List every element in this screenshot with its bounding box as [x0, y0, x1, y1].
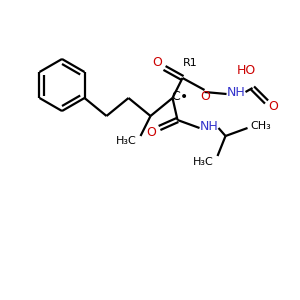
- Text: O: O: [201, 89, 211, 103]
- Text: R1: R1: [183, 58, 198, 68]
- Text: •: •: [179, 90, 188, 104]
- Text: O: O: [268, 100, 278, 112]
- Text: O: O: [153, 56, 163, 70]
- Text: NH: NH: [200, 121, 219, 134]
- Text: H₃C: H₃C: [193, 157, 214, 167]
- Text: CH₃: CH₃: [250, 121, 271, 131]
- Text: NH: NH: [227, 85, 246, 98]
- Text: C: C: [171, 91, 180, 103]
- Text: O: O: [147, 125, 157, 139]
- Text: HO: HO: [237, 64, 256, 76]
- Text: H₃C: H₃C: [116, 136, 137, 146]
